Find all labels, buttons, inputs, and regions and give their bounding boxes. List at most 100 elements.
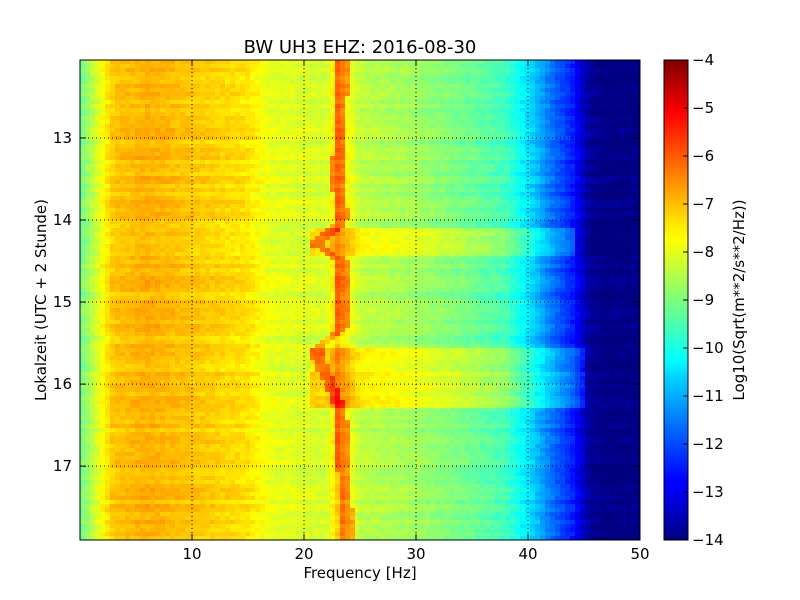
heatmap-cell (255, 76, 261, 81)
heatmap-cell (155, 120, 161, 125)
heatmap-cell (415, 228, 421, 233)
heatmap-cell (610, 124, 616, 129)
heatmap-cell (635, 228, 640, 233)
heatmap-cell (230, 96, 236, 101)
heatmap-cell (390, 140, 396, 145)
heatmap-cell (130, 172, 136, 177)
heatmap-cell (150, 92, 156, 97)
heatmap-cell (545, 136, 551, 141)
heatmap-cell (235, 136, 241, 141)
heatmap-cell (625, 148, 631, 153)
heatmap-cell (625, 80, 631, 85)
heatmap-cell (325, 64, 331, 69)
heatmap-cell (420, 96, 426, 101)
heatmap-cell (585, 212, 591, 217)
heatmap-cell (460, 136, 466, 141)
heatmap-cell (395, 100, 401, 105)
heatmap-cell (385, 184, 391, 189)
heatmap-cell (570, 228, 576, 233)
heatmap-cell (500, 220, 506, 225)
heatmap-cell (345, 188, 351, 193)
heatmap-cell (330, 156, 336, 161)
heatmap-cell (510, 140, 516, 145)
heatmap-cell (560, 136, 566, 141)
heatmap-cell (440, 176, 446, 181)
heatmap-cell (465, 72, 471, 77)
heatmap-cell (205, 212, 211, 217)
heatmap-cell (330, 188, 336, 193)
heatmap-cell (570, 80, 576, 85)
heatmap-cell (420, 80, 426, 85)
heatmap-cell (455, 108, 461, 113)
heatmap-cell (520, 96, 526, 101)
heatmap-cell (260, 124, 266, 129)
heatmap-cell (140, 60, 146, 65)
heatmap-cell (275, 168, 281, 173)
heatmap-cell (260, 168, 266, 173)
heatmap-cell (625, 164, 631, 169)
heatmap-cell (140, 72, 146, 77)
heatmap-cell (195, 212, 201, 217)
heatmap-cell (395, 108, 401, 113)
heatmap-cell (95, 84, 101, 89)
heatmap-cell (575, 176, 581, 181)
heatmap-cell (370, 180, 376, 185)
heatmap-cell (630, 68, 636, 73)
heatmap-cell (215, 116, 221, 121)
heatmap-cell (210, 196, 216, 201)
heatmap-cell (570, 208, 576, 213)
heatmap-cell (195, 80, 201, 85)
heatmap-cell (610, 68, 616, 73)
heatmap-cell (495, 232, 501, 237)
heatmap-cell (345, 184, 351, 189)
heatmap-cell (515, 92, 521, 97)
heatmap-cell (140, 124, 146, 129)
heatmap-cell (330, 76, 336, 81)
heatmap-cell (265, 64, 271, 69)
heatmap-cell (560, 76, 566, 81)
heatmap-cell (340, 200, 346, 205)
heatmap-cell (320, 116, 326, 121)
heatmap-cell (370, 208, 376, 213)
heatmap-cell (415, 188, 421, 193)
heatmap-cell (150, 188, 156, 193)
heatmap-cell (235, 232, 241, 237)
heatmap-cell (330, 152, 336, 157)
heatmap-cell (475, 124, 481, 129)
heatmap-cell (275, 128, 281, 133)
heatmap-cell (360, 100, 366, 105)
heatmap-cell (600, 204, 606, 209)
heatmap-cell (490, 124, 496, 129)
heatmap-cell (95, 188, 101, 193)
heatmap-cell (530, 80, 536, 85)
heatmap-cell (545, 200, 551, 205)
heatmap-cell (635, 92, 640, 97)
heatmap-cell (95, 108, 101, 113)
heatmap-cell (295, 88, 301, 93)
heatmap-cell (385, 164, 391, 169)
heatmap-cell (90, 236, 96, 241)
heatmap-cell (320, 220, 326, 225)
heatmap-cell (485, 92, 491, 97)
heatmap-cell (420, 160, 426, 165)
heatmap-cell (240, 104, 246, 109)
heatmap-cell (610, 220, 616, 225)
heatmap-cell (380, 232, 386, 237)
heatmap-cell (250, 68, 256, 73)
heatmap-cell (185, 228, 191, 233)
heatmap-cell (595, 140, 601, 145)
heatmap-cell (615, 220, 621, 225)
heatmap-cell (385, 192, 391, 197)
heatmap-cell (210, 228, 216, 233)
heatmap-cell (155, 216, 161, 221)
heatmap-cell (140, 116, 146, 121)
heatmap-cell (610, 164, 616, 169)
heatmap-cell (395, 236, 401, 241)
heatmap-cell (480, 64, 486, 69)
heatmap-cell (230, 184, 236, 189)
heatmap-cell (105, 84, 111, 89)
heatmap-cell (260, 128, 266, 133)
heatmap-cell (155, 128, 161, 133)
heatmap-cell (565, 96, 571, 101)
heatmap-cell (260, 60, 266, 65)
